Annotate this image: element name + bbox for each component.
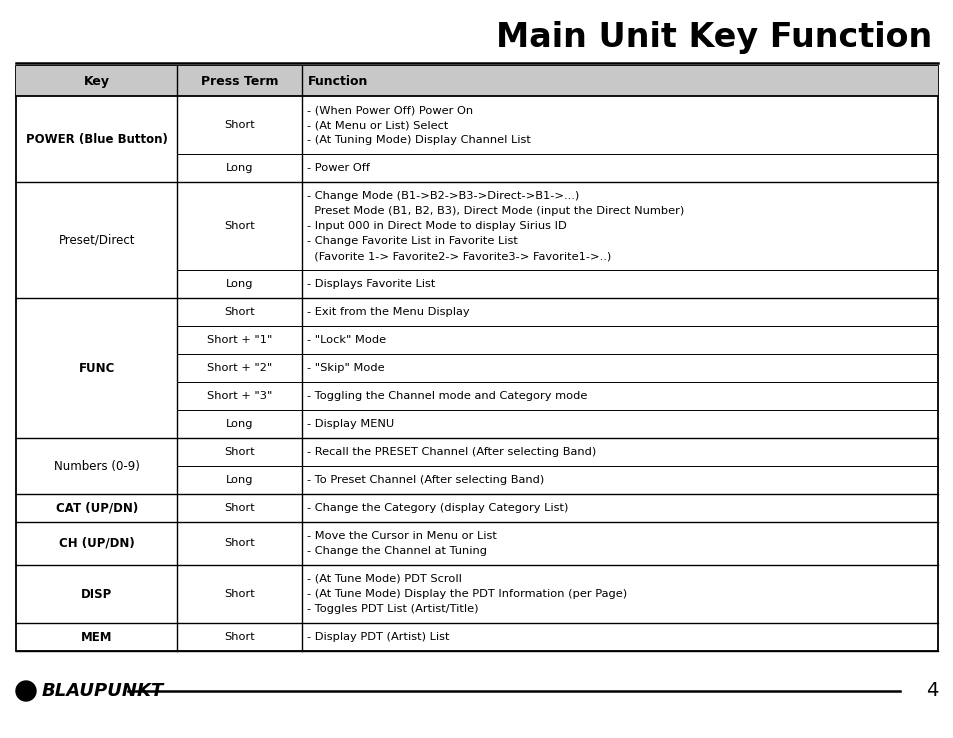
Text: - Move the Cursor in Menu or List: - Move the Cursor in Menu or List [307, 531, 497, 541]
Text: Short + "3": Short + "3" [207, 391, 272, 401]
Text: CAT (UP/DN): CAT (UP/DN) [55, 502, 137, 514]
Text: Preset Mode (B1, B2, B3), Direct Mode (input the Direct Number): Preset Mode (B1, B2, B3), Direct Mode (i… [307, 206, 683, 216]
Text: - Change Favorite List in Favorite List: - Change Favorite List in Favorite List [307, 236, 517, 246]
Text: - (When Power Off) Power On: - (When Power Off) Power On [307, 105, 473, 115]
Text: (Favorite 1-> Favorite2-> Favorite3-> Favorite1->..): (Favorite 1-> Favorite2-> Favorite3-> Fa… [307, 252, 611, 261]
Text: Short: Short [224, 120, 254, 130]
Bar [16, 66, 937, 96]
Text: Long: Long [226, 279, 253, 289]
Text: BLAUPUNKT: BLAUPUNKT [42, 682, 164, 700]
Text: - (At Tuning Mode) Display Channel List: - (At Tuning Mode) Display Channel List [307, 135, 530, 145]
Text: Short: Short [224, 503, 254, 513]
Bar [16, 66, 937, 651]
Circle shape [16, 681, 36, 701]
Text: - (At Tune Mode) PDT Scroll: - (At Tune Mode) PDT Scroll [307, 574, 461, 584]
Text: - Toggles PDT List (Artist/Title): - Toggles PDT List (Artist/Title) [307, 604, 477, 614]
Text: CH (UP/DN): CH (UP/DN) [59, 537, 134, 550]
Text: Short + "2": Short + "2" [207, 363, 272, 373]
Text: - "Skip" Mode: - "Skip" Mode [307, 363, 384, 373]
Text: - Input 000 in Direct Mode to display Sirius ID: - Input 000 in Direct Mode to display Si… [307, 221, 566, 231]
Text: - Power Off: - Power Off [307, 163, 370, 173]
Text: - (At Tune Mode) Display the PDT Information (per Page): - (At Tune Mode) Display the PDT Informa… [307, 589, 626, 599]
Text: Short + "1": Short + "1" [207, 335, 272, 345]
Text: - Change the Category (display Category List): - Change the Category (display Category … [307, 503, 568, 513]
Text: - Exit from the Menu Display: - Exit from the Menu Display [307, 307, 469, 317]
Text: Long: Long [226, 163, 253, 173]
Text: DISP: DISP [81, 587, 112, 601]
Text: - Change Mode (B1->B2->B3->Direct->B1->...): - Change Mode (B1->B2->B3->Direct->B1->.… [307, 191, 578, 201]
Text: Short: Short [224, 221, 254, 231]
Text: Long: Long [226, 475, 253, 485]
Text: Long: Long [226, 419, 253, 429]
Text: Short: Short [224, 447, 254, 457]
Text: Numbers (0-9): Numbers (0-9) [53, 460, 139, 472]
Text: - Toggling the Channel mode and Category mode: - Toggling the Channel mode and Category… [307, 391, 587, 401]
Text: Main Unit Key Function: Main Unit Key Function [496, 21, 931, 55]
Text: Short: Short [224, 539, 254, 548]
Text: POWER (Blue Button): POWER (Blue Button) [26, 133, 168, 145]
Text: - (At Menu or List) Select: - (At Menu or List) Select [307, 120, 448, 130]
Text: Function: Function [308, 75, 368, 88]
Text: - Display MENU: - Display MENU [307, 419, 394, 429]
Text: - Display PDT (Artist) List: - Display PDT (Artist) List [307, 632, 449, 642]
Text: - Recall the PRESET Channel (After selecting Band): - Recall the PRESET Channel (After selec… [307, 447, 596, 457]
Text: - Displays Favorite List: - Displays Favorite List [307, 279, 435, 289]
Text: FUNC: FUNC [78, 362, 114, 375]
Text: Short: Short [224, 632, 254, 642]
Text: Short: Short [224, 307, 254, 317]
Text: Press Term: Press Term [201, 75, 278, 88]
Text: 4: 4 [924, 681, 937, 700]
Text: Preset/Direct: Preset/Direct [58, 234, 134, 246]
Text: - Change the Channel at Tuning: - Change the Channel at Tuning [307, 546, 486, 556]
Text: - "Lock" Mode: - "Lock" Mode [307, 335, 386, 345]
Text: Key: Key [84, 75, 110, 88]
Text: MEM: MEM [81, 630, 112, 644]
Text: Short: Short [224, 589, 254, 599]
Text: - To Preset Channel (After selecting Band): - To Preset Channel (After selecting Ban… [307, 475, 543, 485]
